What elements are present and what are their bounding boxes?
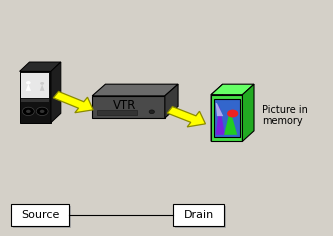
Polygon shape <box>211 84 223 141</box>
Circle shape <box>26 81 31 84</box>
Text: Source: Source <box>21 210 59 220</box>
Polygon shape <box>242 84 254 141</box>
Polygon shape <box>21 99 49 102</box>
Polygon shape <box>216 105 225 135</box>
Circle shape <box>149 110 155 114</box>
Polygon shape <box>224 110 237 135</box>
Circle shape <box>22 107 34 116</box>
Polygon shape <box>211 95 242 141</box>
Bar <box>173 204 224 227</box>
Polygon shape <box>211 84 254 95</box>
Polygon shape <box>165 84 178 118</box>
Circle shape <box>40 110 44 113</box>
Circle shape <box>40 82 44 85</box>
Polygon shape <box>216 103 223 116</box>
Polygon shape <box>92 96 165 118</box>
Polygon shape <box>20 71 51 123</box>
Polygon shape <box>26 84 31 91</box>
Text: VTR: VTR <box>113 99 137 112</box>
Polygon shape <box>21 72 49 98</box>
Polygon shape <box>92 84 178 96</box>
Circle shape <box>36 107 48 116</box>
Text: Picture in
memory: Picture in memory <box>262 105 308 126</box>
Circle shape <box>26 110 31 113</box>
Polygon shape <box>51 62 61 123</box>
Bar <box>11 204 69 227</box>
Polygon shape <box>20 62 61 71</box>
Bar <box>97 110 137 115</box>
Bar <box>13 206 71 228</box>
Bar <box>214 99 240 137</box>
FancyArrow shape <box>53 91 93 113</box>
FancyArrow shape <box>167 107 205 127</box>
Text: Drain: Drain <box>183 210 214 220</box>
Polygon shape <box>40 84 44 91</box>
Bar <box>175 206 226 228</box>
Circle shape <box>227 110 238 118</box>
